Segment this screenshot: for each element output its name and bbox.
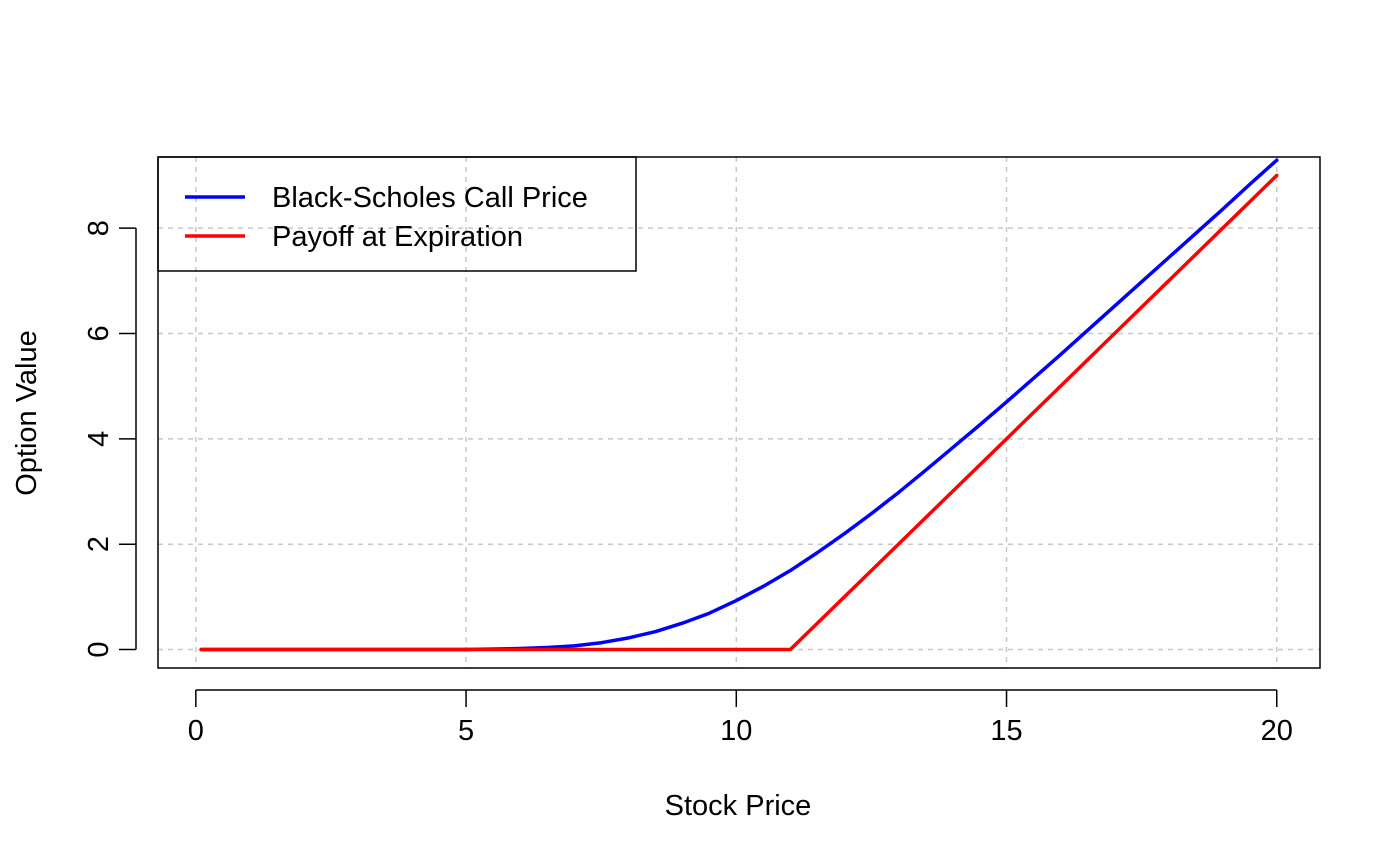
plot-frame xyxy=(157,156,1321,669)
x-axis-title: Stock Price xyxy=(665,790,812,822)
y-tick-label: 0 xyxy=(83,641,115,657)
legend-box xyxy=(157,156,637,272)
x-tick-label: 15 xyxy=(990,715,1022,747)
legend: Black-Scholes Call Price Payoff at Expira… xyxy=(157,156,637,272)
y-tick-label: 2 xyxy=(83,536,115,552)
y-tick-label: 6 xyxy=(83,325,115,341)
x-tick-label: 0 xyxy=(188,715,204,747)
series-lines xyxy=(199,158,1279,652)
series-line-1 xyxy=(199,158,1279,652)
x-axis: 0 5 10 15 20 xyxy=(188,689,1293,747)
x-tick-label: 20 xyxy=(1261,715,1293,747)
legend-label-2: Payoff at Expiration xyxy=(272,221,523,253)
x-tick-label: 5 xyxy=(458,715,474,747)
y-tick-label: 8 xyxy=(83,220,115,236)
y-tick-label: 4 xyxy=(83,431,115,447)
series-line-2 xyxy=(199,173,1279,652)
legend-label-1: Black-Scholes Call Price xyxy=(272,182,588,214)
x-tick-label: 10 xyxy=(720,715,752,747)
y-axis: 0 2 4 6 8 xyxy=(83,220,137,658)
y-axis-title: Option Value xyxy=(11,330,43,496)
